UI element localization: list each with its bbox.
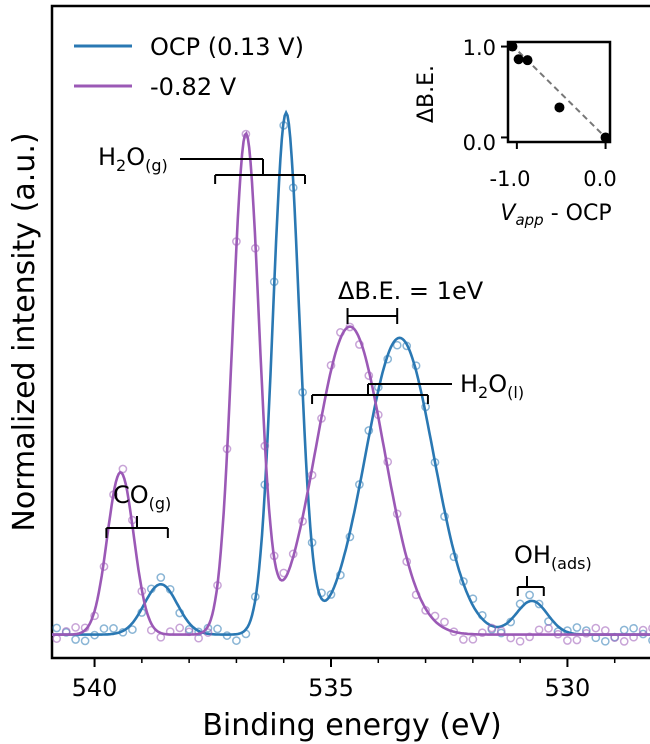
series-ocp bbox=[52, 109, 650, 646]
series-neg bbox=[52, 129, 650, 646]
data-point bbox=[326, 590, 336, 599]
inset-chart: 1.0 0.0 -1.0 0.0 ΔB.E. Vapp - OCP bbox=[414, 36, 617, 229]
inset-data-point bbox=[513, 54, 524, 65]
inset-data-point bbox=[507, 41, 518, 52]
data-point bbox=[99, 624, 109, 633]
data-point bbox=[477, 628, 487, 638]
data-point bbox=[71, 635, 80, 644]
annotation-layer: H2O(g) ΔB.E. = 1eV H2O(l) CO(g) OH(ads) bbox=[98, 143, 592, 596]
data-point bbox=[440, 617, 449, 627]
legend-label-neg: -0.82 V bbox=[150, 73, 237, 101]
inset-ytick-label-0: 0.0 bbox=[463, 131, 496, 155]
data-point bbox=[128, 625, 137, 634]
plot-frame bbox=[50, 4, 650, 660]
data-point bbox=[600, 626, 610, 635]
x-tick-label: 530 bbox=[545, 674, 591, 702]
inset-y-label: ΔB.E. bbox=[414, 65, 439, 123]
data-point bbox=[459, 635, 468, 644]
data-point bbox=[175, 623, 185, 633]
x-tick-label: 535 bbox=[308, 674, 354, 702]
data-point bbox=[203, 628, 213, 637]
data-point bbox=[591, 623, 601, 633]
inset-xtick-label-0: -1.0 bbox=[490, 167, 531, 191]
x-tick-label: 540 bbox=[72, 674, 118, 702]
inset-data-point bbox=[522, 55, 533, 66]
data-point bbox=[563, 636, 572, 645]
data-point bbox=[544, 624, 553, 633]
inset-ytick-label-1: 1.0 bbox=[463, 36, 496, 60]
data-point bbox=[232, 636, 241, 645]
inset-xtick-label-1: 0.0 bbox=[583, 167, 616, 191]
x-axis-ticks: 540 535 530 bbox=[72, 658, 616, 702]
legend-label-ocp: OCP (0.13 V) bbox=[150, 33, 304, 61]
data-point bbox=[600, 636, 610, 646]
y-axis-label: Normalized intensity (a.u.) bbox=[7, 132, 42, 531]
data-point bbox=[468, 634, 478, 644]
data-point bbox=[52, 623, 62, 633]
data-point bbox=[156, 573, 166, 582]
data-point bbox=[392, 340, 402, 350]
data-point bbox=[534, 625, 544, 635]
inset-x-label: Vapp - OCP bbox=[500, 201, 611, 229]
data-point bbox=[629, 623, 638, 633]
co-g-label: CO(g) bbox=[113, 481, 171, 513]
data-point bbox=[525, 590, 534, 600]
oh-ads-label: OH(ads) bbox=[514, 541, 592, 573]
data-point bbox=[534, 599, 544, 609]
inset-frame bbox=[506, 40, 612, 144]
data-point bbox=[648, 624, 650, 632]
legend: OCP (0.13 V) -0.82 V bbox=[74, 33, 304, 101]
data-point bbox=[572, 635, 582, 645]
data-point bbox=[71, 623, 80, 632]
inset-data-point bbox=[600, 132, 611, 143]
h2o-g-label: H2O(g) bbox=[98, 143, 168, 175]
series-line bbox=[52, 131, 650, 636]
data-point bbox=[487, 623, 497, 633]
h2o-l-label: H2O(l) bbox=[460, 370, 524, 402]
x-axis-label: Binding energy (eV) bbox=[202, 708, 501, 743]
data-point bbox=[648, 636, 650, 644]
series-layer bbox=[52, 109, 650, 646]
data-point bbox=[619, 637, 629, 646]
inset-content bbox=[501, 41, 611, 149]
data-point bbox=[213, 624, 222, 634]
data-point bbox=[52, 634, 62, 643]
data-point bbox=[80, 636, 90, 646]
data-point bbox=[109, 624, 118, 633]
data-point bbox=[619, 625, 629, 635]
delta-be-label: ΔB.E. = 1eV bbox=[338, 277, 484, 305]
data-point bbox=[241, 129, 251, 139]
inset-data-point bbox=[554, 102, 565, 113]
data-point bbox=[515, 636, 525, 646]
series-line bbox=[52, 109, 650, 636]
data-point bbox=[572, 623, 582, 632]
